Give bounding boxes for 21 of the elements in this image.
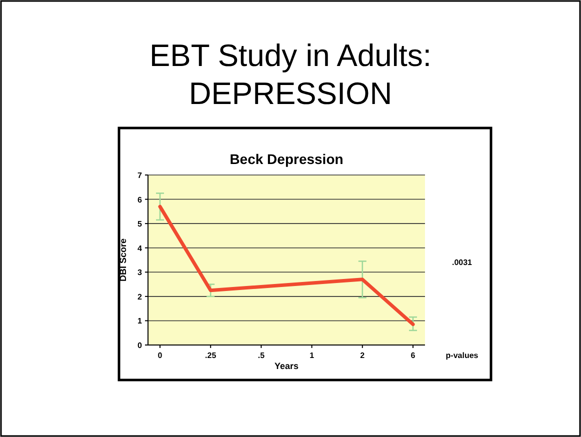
y-tick-label: 5 bbox=[138, 220, 143, 229]
y-tick-label: 3 bbox=[138, 268, 143, 278]
y-tick-label: 7 bbox=[138, 171, 143, 180]
x-tick-label: 0 bbox=[158, 351, 163, 360]
x-tick-label: 2 bbox=[360, 351, 366, 360]
x-tick-label: .25 bbox=[205, 351, 217, 360]
chart-title: EBT Study in Adults: DEPRESSION bbox=[149, 38, 432, 111]
y-axis-title: DBI Score bbox=[118, 238, 128, 282]
line-series bbox=[158, 204, 415, 326]
x-tick-label: 1 bbox=[310, 351, 315, 360]
y-tick-label: 0 bbox=[138, 341, 143, 350]
chart-subtitle: Beck Depression bbox=[230, 151, 344, 167]
x-axis-title: Years bbox=[274, 361, 299, 371]
text: .0031 bbox=[452, 258, 473, 267]
y-tick-label: 1 bbox=[138, 316, 143, 326]
x-tick-label: 6 bbox=[410, 351, 416, 360]
y-tick-label: 2 bbox=[138, 292, 143, 302]
y-tick-label: 4 bbox=[138, 244, 143, 253]
text: p-values bbox=[446, 351, 479, 360]
y-tick-label: 6 bbox=[138, 195, 143, 204]
x-tick-label: .5 bbox=[258, 351, 266, 360]
